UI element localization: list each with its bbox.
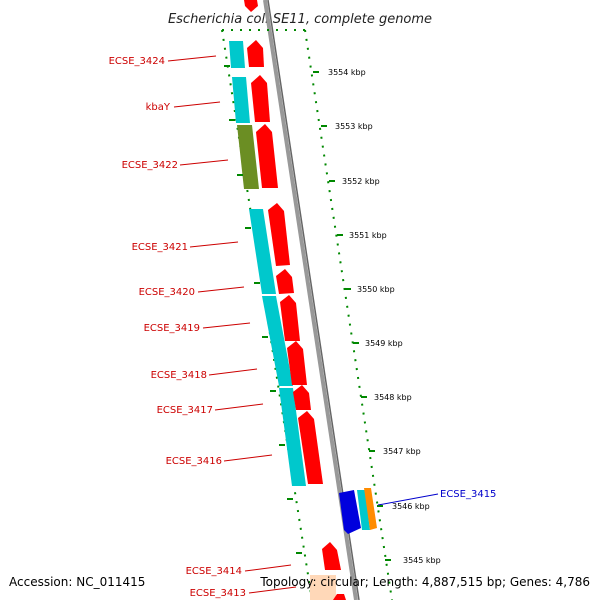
scale-label: 3554 kbp — [328, 68, 366, 77]
reverse-strand-genes — [229, 41, 370, 600]
gene-ecse-3421-body — [249, 209, 276, 294]
gene-ecse-3415-cyan — [357, 490, 370, 530]
gene-label-kbay[interactable]: kbaY — [146, 102, 171, 113]
gene-label-ecse-3415[interactable]: ECSE_3415 — [440, 489, 496, 500]
scale-label: 3548 kbp — [374, 393, 412, 402]
scale-label: 3549 kbp — [365, 339, 403, 348]
gene-label-ecse-3413[interactable]: ECSE_3413 — [190, 588, 246, 599]
scale-labels: 3554 kbp 3553 kbp 3552 kbp 3551 kbp 3550… — [328, 68, 441, 565]
gene-label-ecse-3416[interactable]: ECSE_3416 — [166, 456, 222, 467]
genome-title: Escherichia coli SE11, complete genome — [168, 12, 432, 27]
gene-label-ecse-3422[interactable]: ECSE_3422 — [122, 160, 178, 171]
inner-tick-marks — [224, 65, 302, 554]
gene-ecse-3422-arrow — [256, 124, 278, 188]
scale-label: 3552 kbp — [342, 177, 380, 186]
outer-tick-marks — [313, 71, 391, 561]
gene-labels: ECSE_3424 kbaY ECSE_3422 ECSE_3421 ECSE_… — [109, 56, 497, 599]
gene-ecse-3419-arrow — [280, 295, 300, 341]
gene-ecse-3424-body — [229, 41, 245, 68]
gene-ecse-3415-blue — [339, 490, 361, 534]
gene-ecse-3418-arrow — [287, 341, 307, 385]
gene-top-red — [244, 0, 258, 12]
gene-ecse-3415-cluster — [339, 488, 377, 534]
gene-label-ecse-3414[interactable]: ECSE_3414 — [186, 566, 242, 577]
gene-ecse-3413-body — [310, 575, 336, 600]
leader-lines — [167, 55, 439, 594]
gene-kbay-body — [232, 77, 250, 123]
gene-label-ecse-3418[interactable]: ECSE_3418 — [151, 370, 207, 381]
topology-text: Topology: circular; Length: 4,887,515 bp… — [259, 575, 590, 589]
gene-ecse-3415-orange — [364, 488, 377, 530]
gene-ecse-3422-body — [237, 125, 259, 189]
scale-label: 3553 kbp — [335, 122, 373, 131]
gene-ecse-3419-body — [279, 388, 306, 486]
scale-label: 3550 kbp — [357, 285, 395, 294]
scale-label: 3546 kbp — [392, 502, 430, 511]
gene-label-ecse-3420[interactable]: ECSE_3420 — [139, 287, 195, 298]
gene-ecse-3424-arrow — [247, 40, 264, 67]
gene-ecse-3417-arrow — [293, 385, 311, 410]
scale-label: 3545 kbp — [403, 556, 441, 565]
accession-text: Accession: NC_011415 — [9, 575, 145, 589]
gene-label-ecse-3417[interactable]: ECSE_3417 — [157, 405, 213, 416]
gene-ecse-3420-arrow — [276, 269, 294, 294]
gene-label-ecse-3424[interactable]: ECSE_3424 — [109, 56, 165, 67]
gene-ecse-3414-arrow — [322, 542, 341, 570]
scale-label: 3551 kbp — [349, 231, 387, 240]
gene-label-ecse-3419[interactable]: ECSE_3419 — [144, 323, 200, 334]
forward-strand-genes — [244, 0, 346, 600]
gene-kbay-arrow — [251, 75, 270, 122]
gene-ecse-3416-arrow — [298, 411, 323, 484]
gene-bottom-red — [333, 594, 346, 600]
gene-ecse-3420-body — [262, 296, 293, 386]
gene-label-ecse-3421[interactable]: ECSE_3421 — [132, 242, 188, 253]
gene-ecse-3421-arrow — [268, 203, 290, 266]
track-boundary-outer — [304, 29, 393, 600]
scale-label: 3547 kbp — [383, 447, 421, 456]
